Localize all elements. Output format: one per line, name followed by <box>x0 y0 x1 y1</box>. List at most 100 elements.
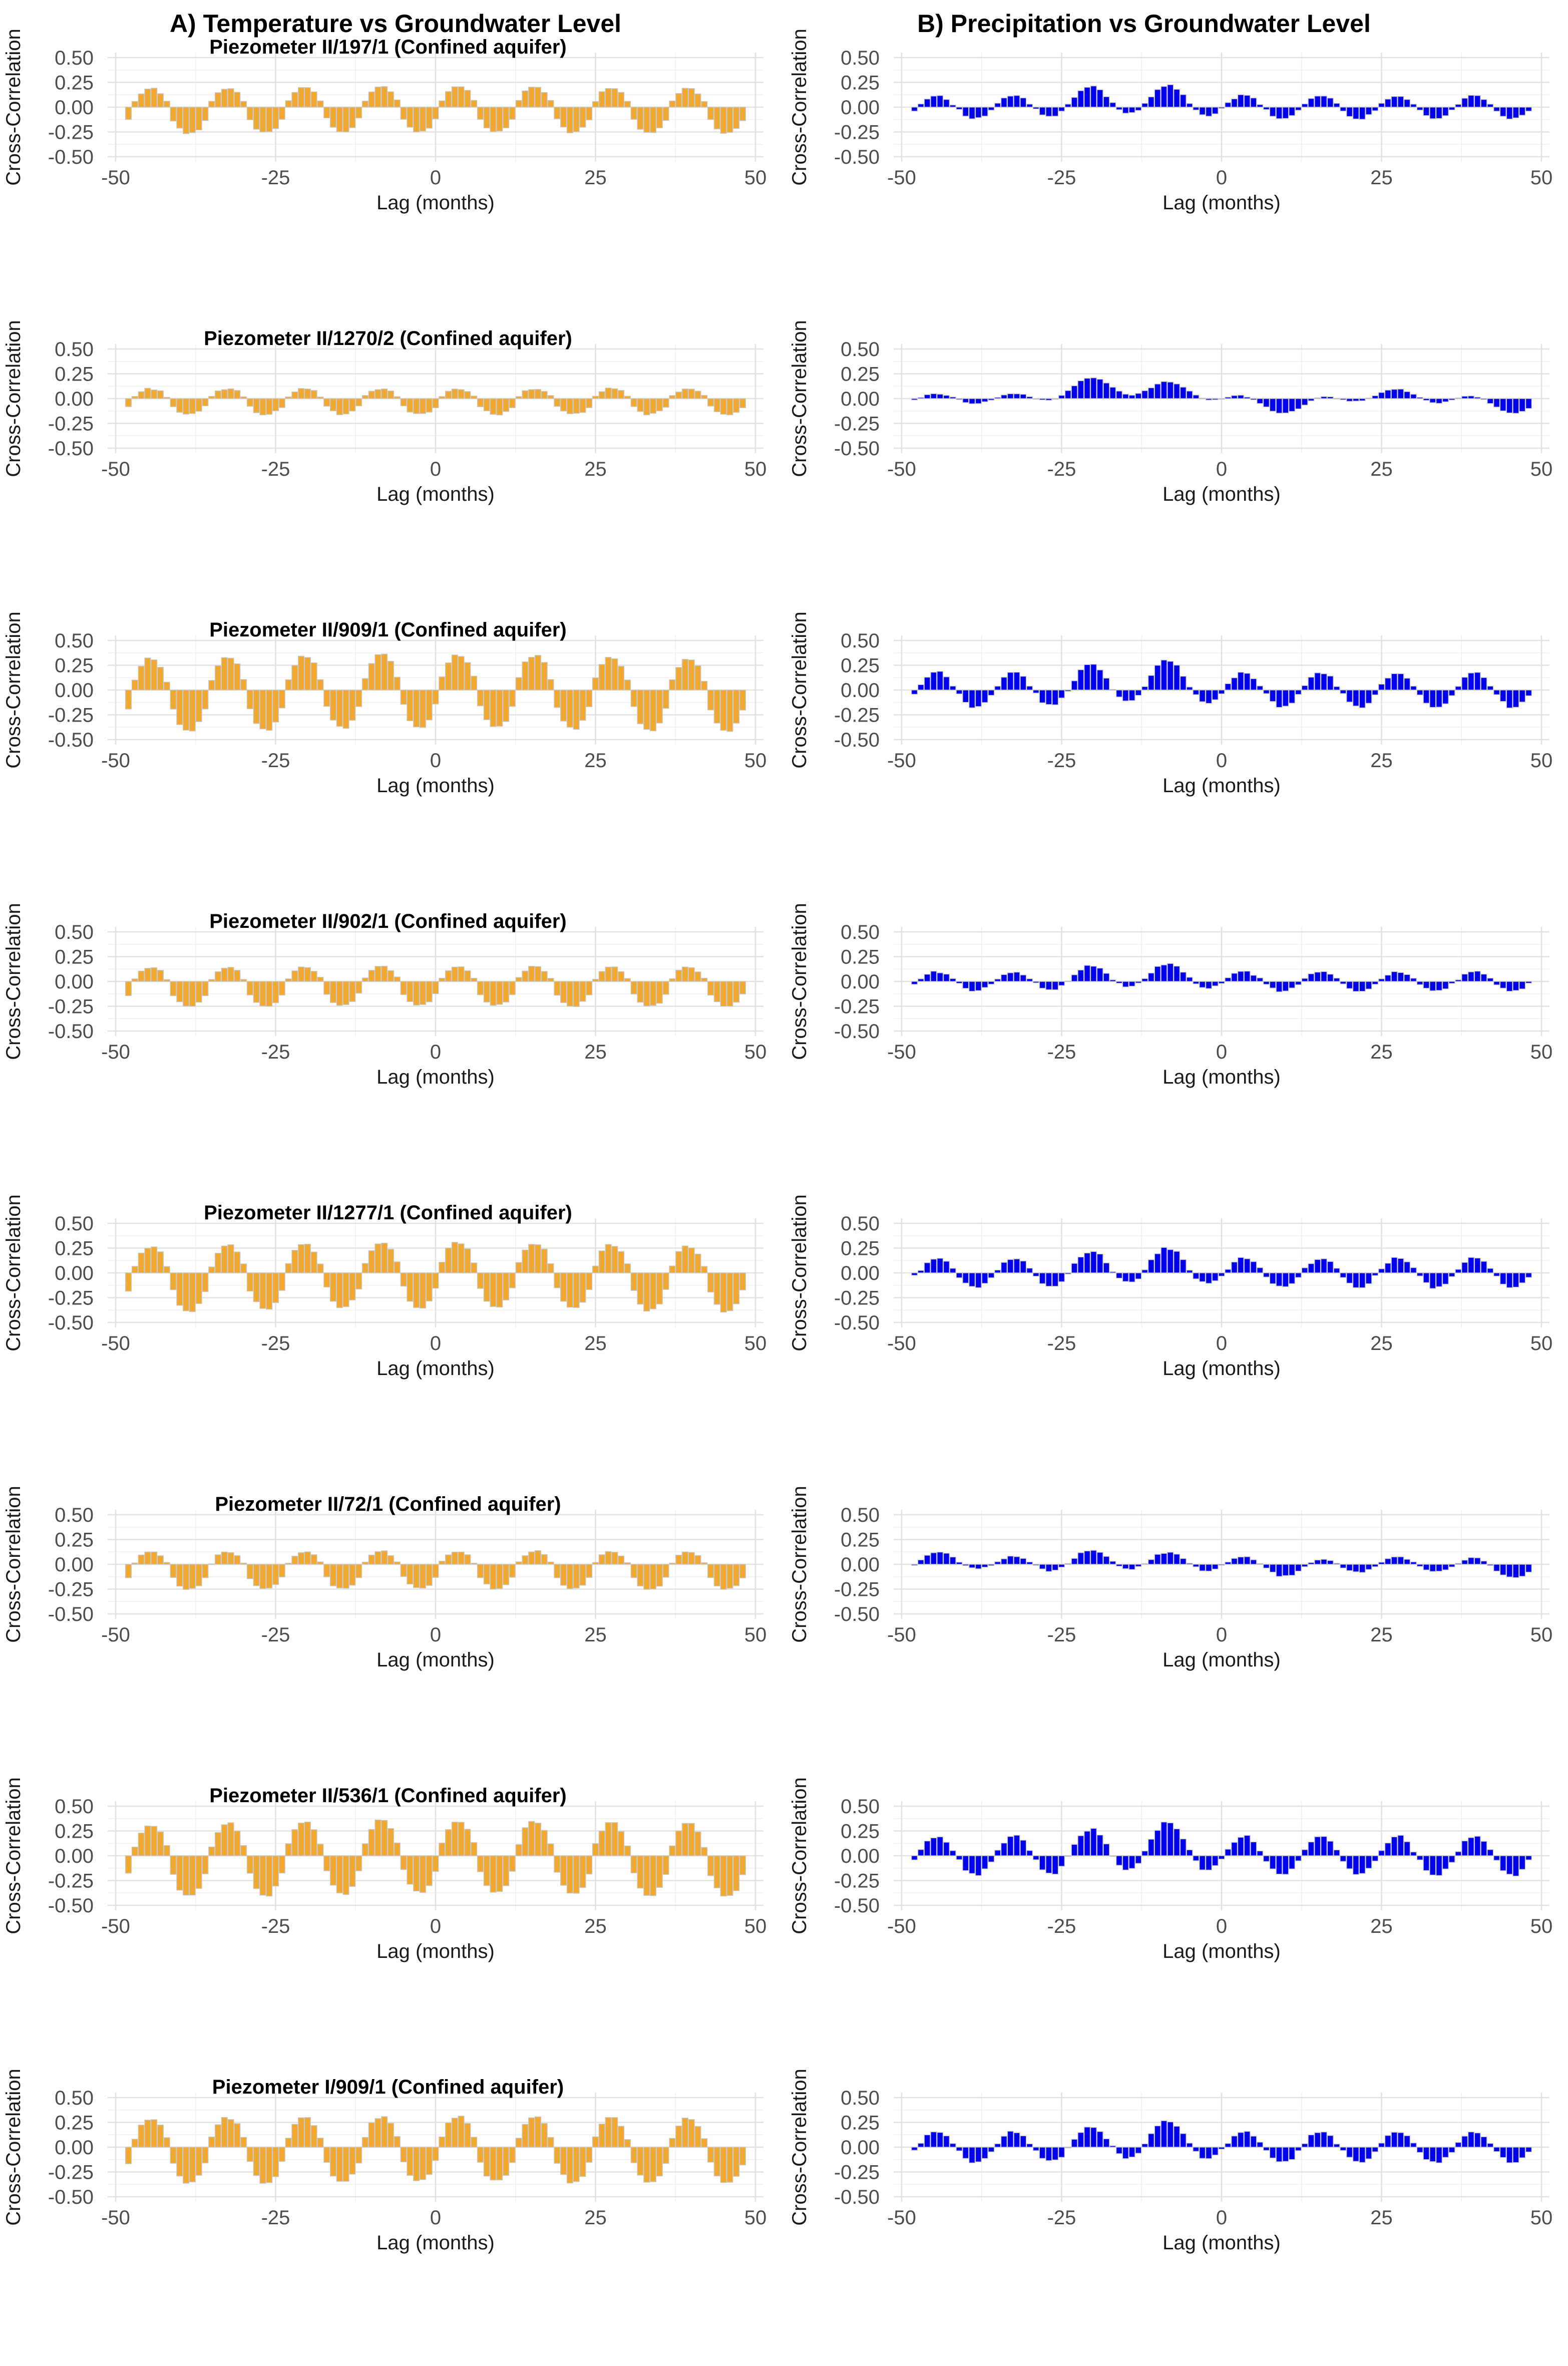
bar-lag--45 <box>930 2131 937 2148</box>
bar-lag-39 <box>681 1245 689 1273</box>
bar-lag-21 <box>566 2147 573 2184</box>
bar-lag-26 <box>1384 1263 1391 1273</box>
bar-lag-37 <box>669 100 676 108</box>
bar-lag-11 <box>503 2147 510 2176</box>
bar-lag--41 <box>170 1855 177 1875</box>
y-axis-label: Cross-Correlation <box>3 611 25 768</box>
bar-lag-5 <box>464 662 471 691</box>
bar-lag--12 <box>1141 2143 1148 2148</box>
bar-lag--1 <box>426 1272 433 1302</box>
bar-lag-42 <box>1487 977 1494 982</box>
bar-lag--4 <box>407 398 414 413</box>
bar-lag--32 <box>1013 1258 1020 1273</box>
bar-lag--30 <box>1026 1850 1033 1856</box>
bar-lag--10 <box>368 391 375 399</box>
x-axis-label: Lag (months) <box>1162 483 1281 505</box>
x-tick-label: 25 <box>584 1915 607 1937</box>
bar-lag-47 <box>733 1855 740 1891</box>
bar-lag--12 <box>1141 1850 1148 1856</box>
bar-lag-6 <box>471 100 478 108</box>
bar-lag-32 <box>1423 1855 1430 1871</box>
panel-title: Piezometer II/72/1 (Confined aquifer) <box>215 1493 561 1515</box>
bar-lag--15 <box>336 1272 343 1308</box>
bar-lag-36 <box>1448 1272 1455 1277</box>
bar-lag--19 <box>1096 669 1103 691</box>
bar-lag--40 <box>176 1272 183 1306</box>
bar-lag-31 <box>630 2147 637 2163</box>
bar-lag-12 <box>1295 690 1302 695</box>
bar-lag-17 <box>541 391 548 399</box>
bar-lag--48 <box>911 981 918 985</box>
bar-lag-45 <box>720 2147 727 2183</box>
bar-lag--13 <box>349 981 356 1002</box>
bar-lag--24 <box>1064 690 1071 692</box>
bar-lag-40 <box>688 967 695 982</box>
bar-lag-22 <box>1359 2147 1366 2163</box>
bar-lag-29 <box>1404 1261 1411 1273</box>
bar-lag-46 <box>726 398 733 416</box>
bar-lag-25 <box>1378 1850 1385 1856</box>
bar-lag--47 <box>131 978 138 982</box>
bar-lag-25 <box>1378 978 1385 982</box>
bar-lag-19 <box>1340 1272 1347 1278</box>
bar-lag--16 <box>329 398 337 412</box>
bar-lag--14 <box>342 1855 349 1895</box>
bar-lag--36 <box>988 1564 995 1566</box>
bar-lag-21 <box>1352 398 1359 402</box>
bar-lag-35 <box>1442 1272 1449 1285</box>
bar-lag--38 <box>189 981 196 1007</box>
bar-lag-2 <box>1231 677 1238 691</box>
bar-lag-27 <box>605 88 612 108</box>
bar-lag--16 <box>1115 1855 1123 1866</box>
bar-lag-46 <box>726 690 733 732</box>
bar-lag--46 <box>924 1555 931 1565</box>
bar-lag--20 <box>1090 1251 1097 1273</box>
bar-lag-31 <box>1416 1564 1423 1567</box>
bar-lag--11 <box>1147 972 1155 982</box>
bar-lag-31 <box>630 398 637 407</box>
bar-lag-47 <box>1519 690 1526 703</box>
bar-lag-9 <box>490 1564 497 1590</box>
bar-lag-1 <box>439 1261 446 1273</box>
bar-lag--11 <box>1147 675 1155 691</box>
bar-lag-27 <box>605 2117 612 2148</box>
x-tick-label: -25 <box>1047 1624 1076 1646</box>
bar-lag--46 <box>138 1252 145 1273</box>
bar-lag--15 <box>336 690 343 727</box>
bar-lag--28 <box>1039 107 1046 116</box>
y-tick-label: 0.50 <box>841 1796 880 1818</box>
bar-lag--47 <box>131 2139 138 2148</box>
bar-lag--40 <box>962 2147 969 2159</box>
bar-lag-9 <box>490 398 497 415</box>
bar-lag-46 <box>726 2147 733 2183</box>
bar-lag-45 <box>720 1564 727 1590</box>
bar-lag-27 <box>1391 673 1398 691</box>
bar-lag-41 <box>1480 99 1487 108</box>
bar-lag-23 <box>1365 107 1372 115</box>
bar-lag-15 <box>1314 971 1321 982</box>
bar-lag--22 <box>1077 1552 1084 1565</box>
bar-lag--41 <box>170 398 177 407</box>
bar-lag-16 <box>534 1550 542 1565</box>
bar-lag-29 <box>618 1555 625 1565</box>
bar-lag--45 <box>144 657 151 691</box>
bar-lag--27 <box>1045 1272 1052 1287</box>
bar-lag--7 <box>387 660 395 691</box>
bar-lag-3 <box>451 1822 458 1856</box>
bar-lag-28 <box>1397 2132 1404 2148</box>
bar-lag--45 <box>144 1825 151 1856</box>
bar-lag--45 <box>144 1247 151 1273</box>
bar-lag--25 <box>272 1564 279 1585</box>
bar-lag--34 <box>214 92 222 108</box>
bar-lag-9 <box>1276 398 1283 414</box>
y-tick-label: 0.00 <box>841 680 880 702</box>
bar-lag-21 <box>566 398 573 415</box>
bar-lag-45 <box>1506 981 1513 992</box>
bar-lag-14 <box>522 90 529 108</box>
bar-lag--39 <box>968 690 976 709</box>
bar-lag-35 <box>1442 2147 1449 2158</box>
bar-lag-33 <box>1429 107 1436 119</box>
bar-lag-24 <box>586 1272 593 1290</box>
